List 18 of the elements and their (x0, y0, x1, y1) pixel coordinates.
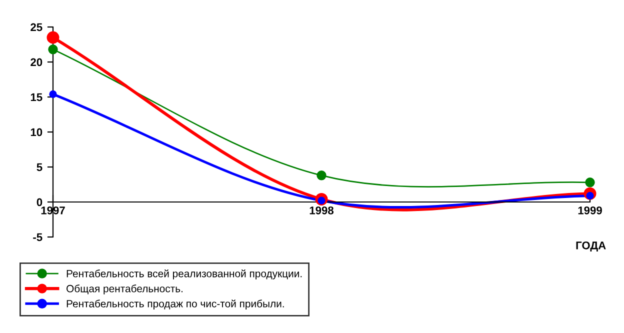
y-tick-label: 25 (30, 23, 42, 32)
point (46, 31, 60, 44)
x-tick-label: 1999 (578, 206, 602, 214)
y-tick-label: -5 (33, 233, 42, 242)
legend-label: Рентабельность продаж по чис-той прибыли. (66, 300, 284, 310)
legend-label: Рентабельность всей реализованной продукции. (66, 269, 302, 280)
point (49, 90, 57, 98)
y-tick-label: 10 (30, 128, 42, 136)
x-axis-title: ГОДА (576, 241, 606, 252)
x-tick-label: 1998 (310, 206, 334, 214)
legend-label: Общая рентабельность. (66, 284, 182, 294)
point (48, 44, 58, 54)
y-tick-label: 15 (30, 93, 42, 102)
y-tick-label: 20 (30, 58, 42, 66)
y-tick-label: 5 (36, 163, 42, 172)
point (585, 178, 595, 188)
point (316, 170, 326, 180)
y-tick-label: 0 (36, 198, 42, 206)
